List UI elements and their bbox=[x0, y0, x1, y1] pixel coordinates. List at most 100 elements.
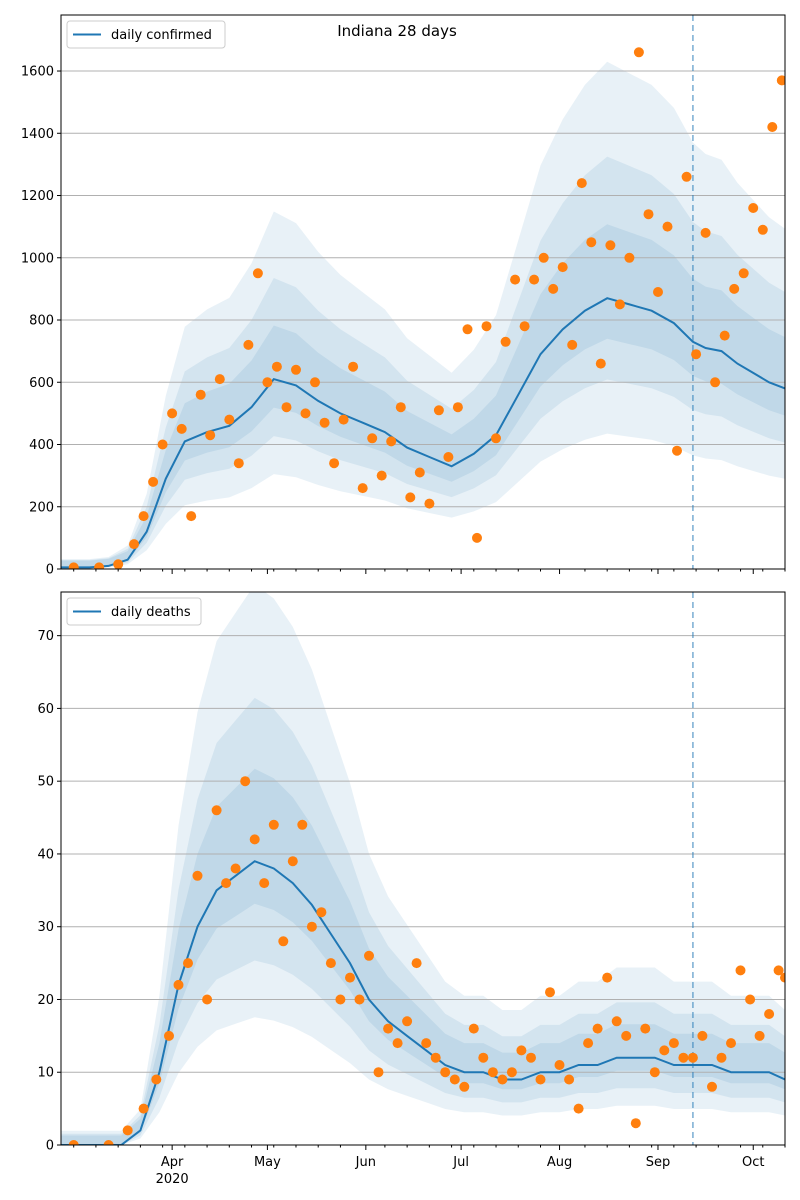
x-tick-label: May bbox=[254, 1155, 281, 1170]
data-point bbox=[605, 240, 616, 251]
data-point bbox=[729, 283, 740, 294]
y-axis: 0 200 400 600 800 1000 1200 1400 1600 bbox=[21, 65, 61, 578]
data-point bbox=[325, 958, 336, 969]
legend-label-daily-deaths: daily deaths bbox=[111, 605, 191, 620]
data-point bbox=[122, 1125, 133, 1136]
data-point bbox=[452, 402, 463, 413]
legend-box bbox=[66, 597, 202, 626]
y-tick-label: 1200 bbox=[21, 189, 54, 204]
data-point bbox=[386, 436, 397, 447]
chart-daily-confirmed: 0 200 400 600 800 1000 1200 1400 1600 Indiana 28… bbox=[21, 14, 786, 578]
data-point bbox=[373, 1067, 384, 1078]
data-point bbox=[157, 439, 168, 450]
data-point bbox=[668, 1038, 679, 1049]
data-point bbox=[224, 414, 235, 425]
data-point bbox=[611, 1016, 622, 1027]
data-point bbox=[402, 1016, 413, 1027]
data-point bbox=[243, 339, 254, 350]
data-point bbox=[433, 405, 444, 416]
data-point bbox=[329, 458, 340, 469]
data-point bbox=[345, 972, 355, 983]
data-point bbox=[672, 445, 682, 456]
data-point bbox=[367, 433, 378, 444]
data-point bbox=[481, 321, 492, 332]
data-point bbox=[687, 1052, 698, 1063]
plot-frame bbox=[60, 14, 786, 570]
data-point bbox=[249, 834, 260, 845]
data-point bbox=[316, 907, 327, 918]
data-point bbox=[281, 402, 292, 413]
y-tick-label: 600 bbox=[29, 376, 54, 391]
data-point bbox=[780, 972, 785, 983]
data-point bbox=[138, 1103, 149, 1114]
data-point bbox=[195, 389, 206, 400]
data-point bbox=[173, 979, 184, 990]
data-point bbox=[306, 921, 317, 932]
band-2 bbox=[61, 156, 785, 569]
data-point bbox=[554, 1060, 565, 1070]
data-point bbox=[700, 227, 711, 238]
data-point bbox=[659, 1045, 670, 1056]
data-point bbox=[214, 374, 225, 385]
data-point bbox=[748, 203, 759, 213]
data-point bbox=[576, 178, 587, 189]
data-point bbox=[500, 336, 511, 347]
x-tick-label: Jul bbox=[452, 1155, 469, 1170]
data-point bbox=[595, 358, 606, 369]
band-3 bbox=[61, 224, 785, 568]
data-point bbox=[548, 283, 559, 294]
y-tick-label: 0 bbox=[46, 563, 54, 578]
plot-frame bbox=[60, 591, 786, 1146]
data-point bbox=[583, 1038, 594, 1049]
data-point bbox=[506, 1067, 517, 1078]
data-point bbox=[338, 414, 349, 425]
data-point bbox=[640, 1023, 651, 1034]
data-point bbox=[348, 361, 359, 372]
data-point bbox=[697, 1030, 708, 1041]
data-point bbox=[491, 433, 501, 444]
data-point bbox=[414, 467, 425, 478]
y-tick-label: 70 bbox=[37, 629, 54, 644]
data-point bbox=[335, 994, 346, 1005]
data-point bbox=[354, 994, 365, 1005]
data-point bbox=[211, 805, 222, 816]
data-point bbox=[94, 562, 105, 569]
legend: daily confirmed bbox=[66, 20, 226, 49]
y-tick-label: 800 bbox=[29, 314, 54, 329]
data-point bbox=[614, 299, 625, 310]
data-point bbox=[287, 856, 298, 867]
data-point bbox=[757, 224, 768, 235]
band-3 bbox=[61, 768, 785, 1145]
y-tick-label: 0 bbox=[46, 1139, 54, 1154]
data-point bbox=[468, 1023, 479, 1034]
data-point bbox=[176, 423, 187, 434]
data-point bbox=[776, 75, 785, 86]
data-point bbox=[221, 878, 232, 889]
data-point bbox=[567, 339, 578, 350]
data-point bbox=[745, 994, 756, 1005]
data-point bbox=[164, 1030, 174, 1041]
data-point bbox=[424, 498, 435, 509]
data-point bbox=[510, 274, 521, 285]
data-point bbox=[148, 476, 159, 487]
data-point bbox=[262, 377, 273, 388]
data-point bbox=[487, 1067, 498, 1078]
y-tick-label: 60 bbox=[37, 702, 54, 717]
y-tick-label: 50 bbox=[37, 775, 54, 790]
data-point bbox=[773, 965, 784, 976]
data-point bbox=[151, 1074, 162, 1085]
data-point bbox=[545, 987, 555, 998]
band-1 bbox=[61, 592, 785, 1145]
data-point bbox=[462, 324, 473, 335]
uncertainty-bands bbox=[61, 592, 785, 1145]
data-point bbox=[557, 262, 568, 273]
data-point bbox=[726, 1038, 736, 1049]
data-point bbox=[233, 458, 244, 469]
data-point bbox=[586, 237, 597, 248]
data-point bbox=[716, 1052, 727, 1063]
data-point bbox=[767, 122, 778, 132]
data-point bbox=[319, 417, 330, 428]
data-point bbox=[421, 1038, 432, 1049]
data-point bbox=[630, 1118, 641, 1129]
